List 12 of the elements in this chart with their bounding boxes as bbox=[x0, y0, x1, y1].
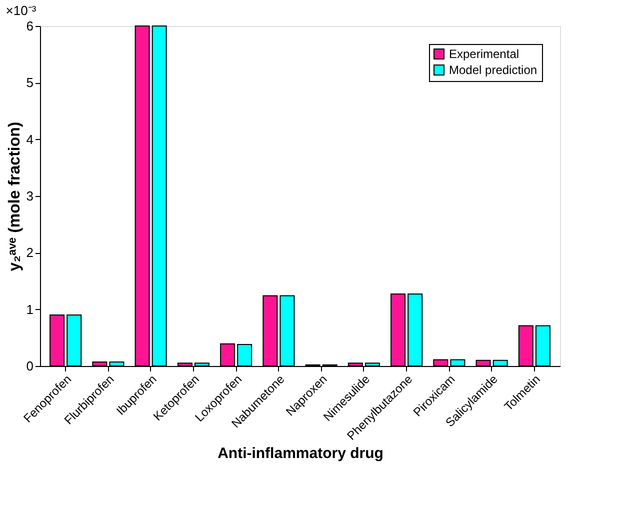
y-axis-title: y₂ᵃᵛᵉ (mole fraction) bbox=[6, 122, 24, 272]
y-tick-label: 6 bbox=[26, 18, 34, 34]
legend-label: Experimental bbox=[449, 47, 520, 61]
y-tick-label: 3 bbox=[26, 188, 34, 204]
y-tick-label: 1 bbox=[26, 302, 34, 317]
text: ×10⁻³ bbox=[6, 3, 37, 18]
y-tick-label: 2 bbox=[26, 245, 34, 260]
y-tick-label: 5 bbox=[26, 75, 34, 90]
y-tick-label: 4 bbox=[26, 132, 34, 147]
legend-label: Model prediction bbox=[449, 63, 538, 77]
x-axis-title: Anti-inflammatory drug bbox=[218, 445, 384, 462]
y-tick-label: 0 bbox=[26, 358, 34, 374]
